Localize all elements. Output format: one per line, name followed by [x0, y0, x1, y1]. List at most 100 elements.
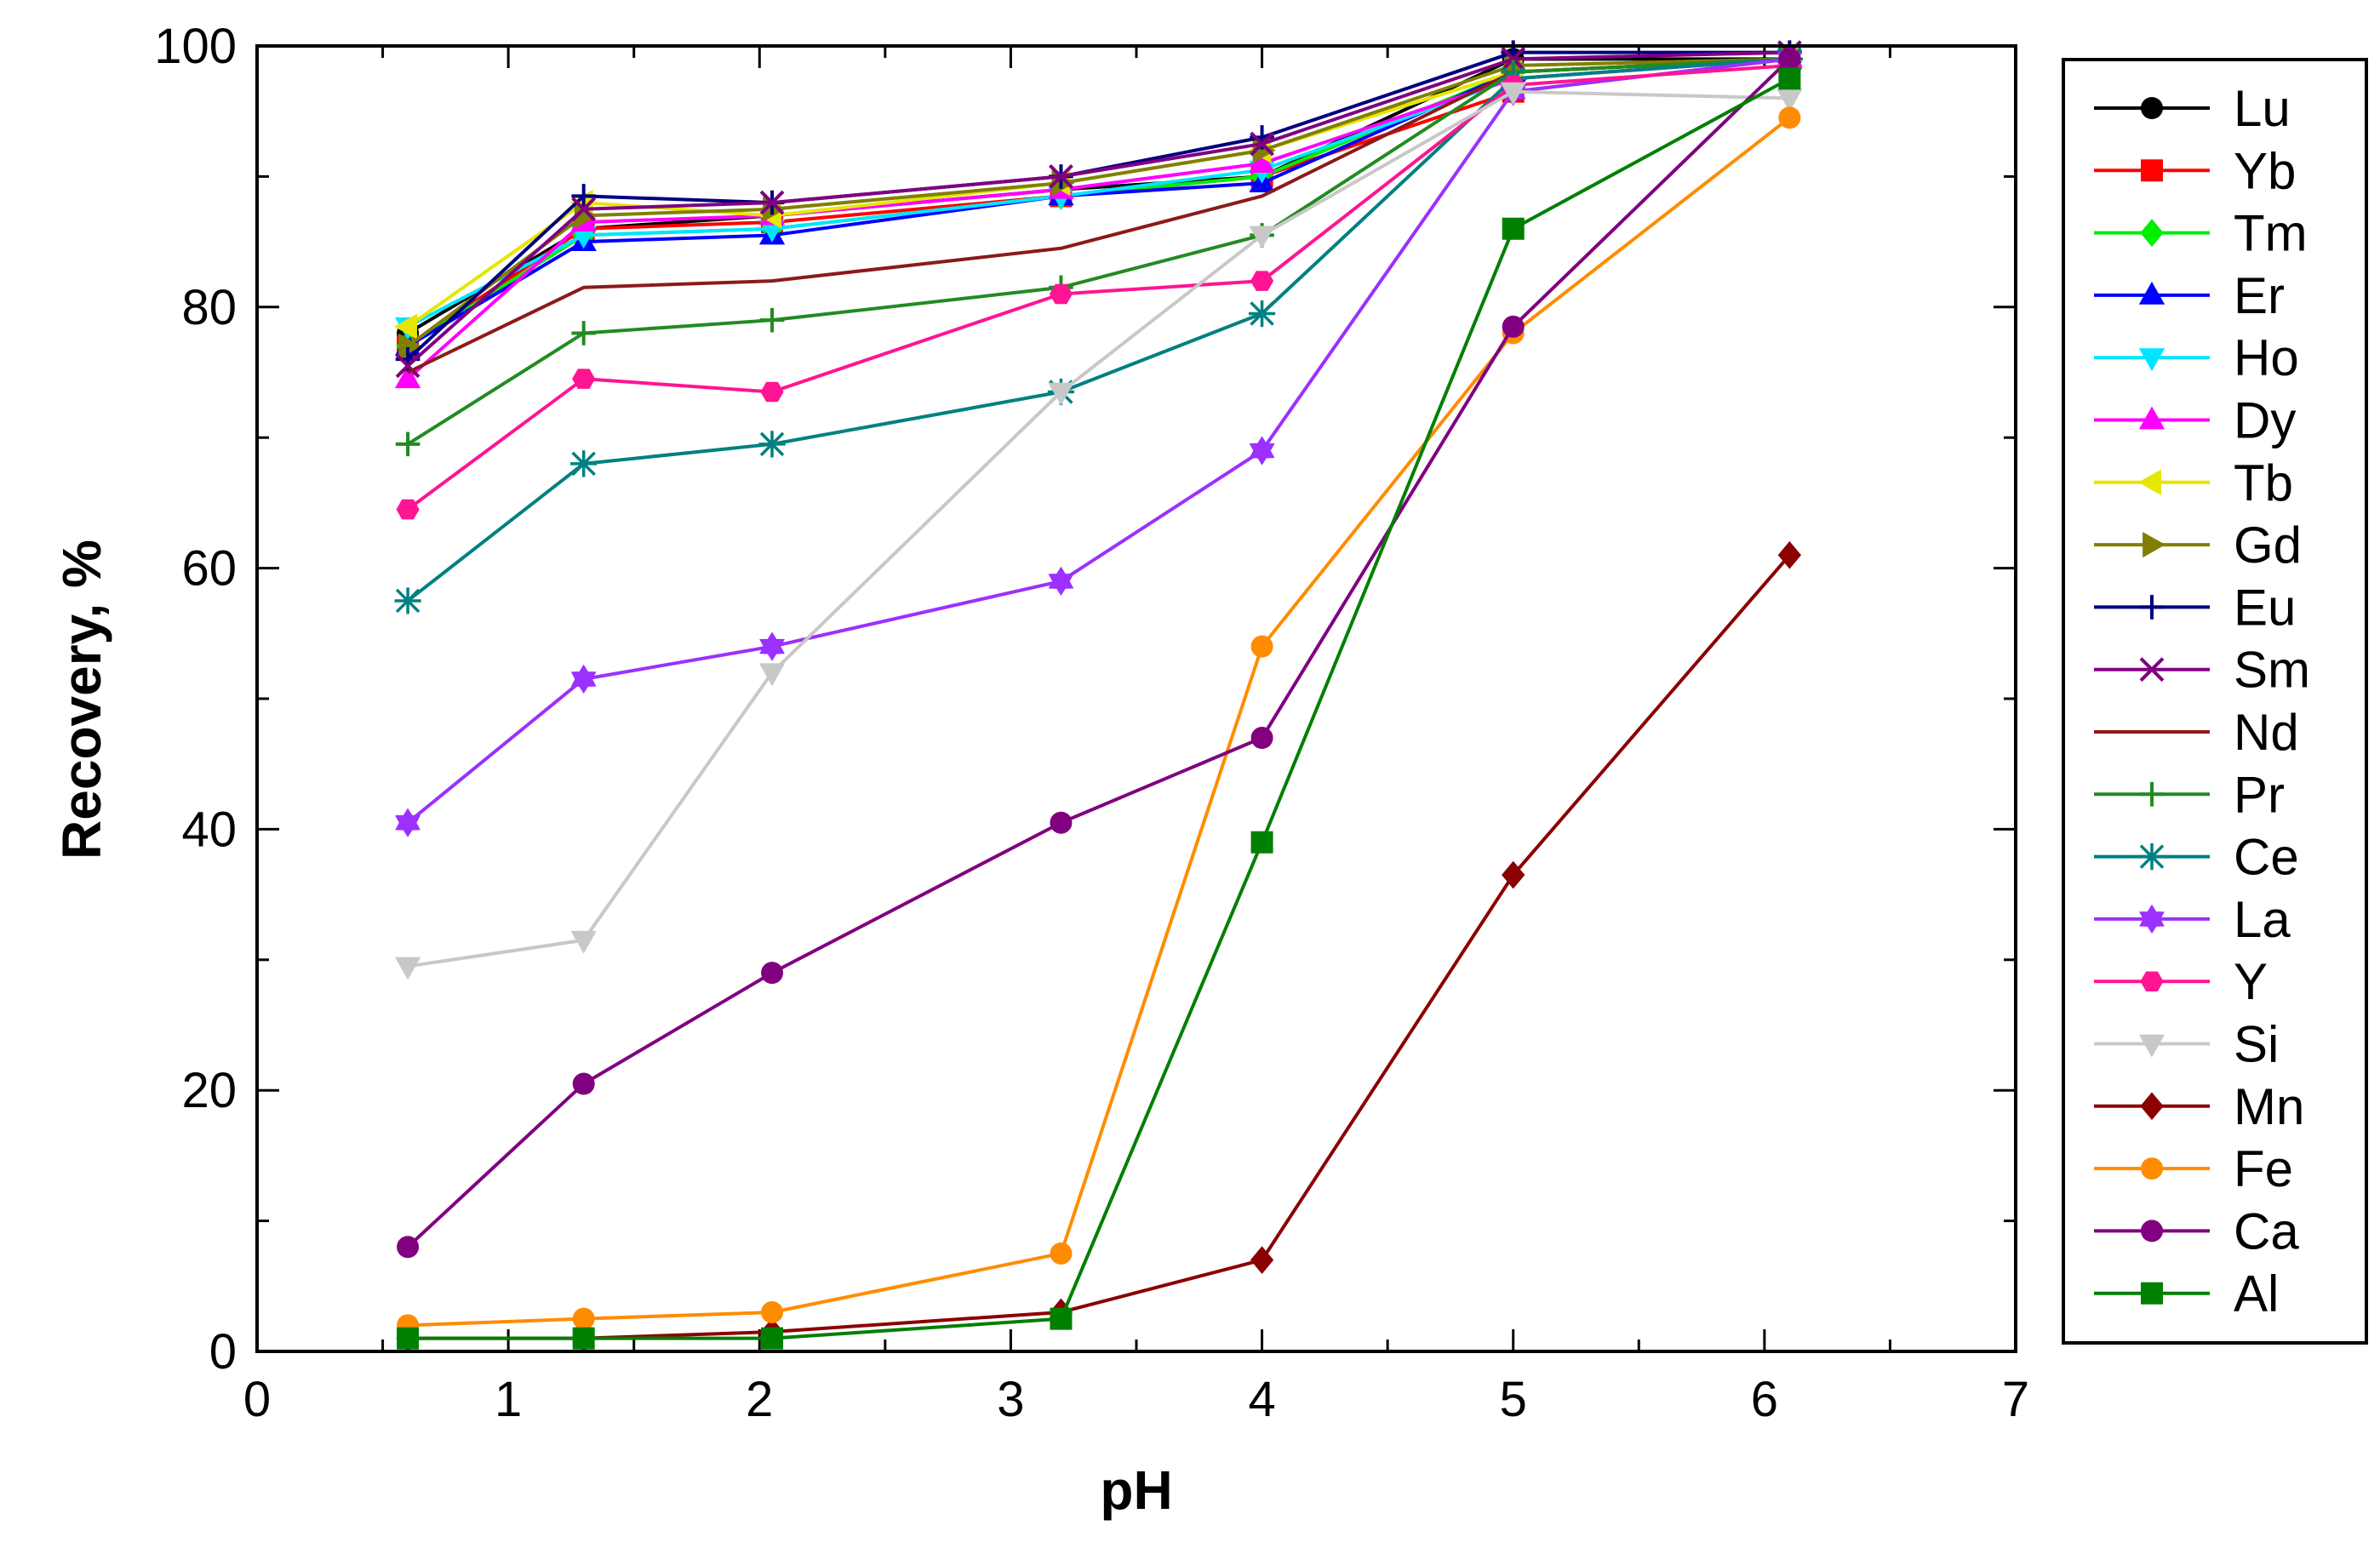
data-point-sm [395, 353, 421, 379]
data-point-si [570, 930, 597, 954]
series-la [395, 44, 1803, 837]
y-tick-label: 60 [181, 541, 237, 597]
legend-item: Mn [2094, 1078, 2304, 1135]
series-al [397, 67, 1801, 1350]
data-point-la [570, 664, 597, 694]
series-ca [397, 48, 1801, 1259]
series-layer [394, 40, 1804, 1353]
x-tick-label: 7 [2002, 1372, 2029, 1427]
series-line-al [408, 77, 1791, 1340]
data-point-ce [570, 450, 598, 477]
legend-label: La [2234, 891, 2291, 948]
legend-item: Pr [2094, 766, 2285, 823]
data-point-sm [571, 197, 597, 222]
series-si [394, 82, 1803, 980]
data-point-ce [1248, 300, 1276, 328]
legend-marker-yb [2141, 159, 2163, 182]
series-line-pr [407, 57, 1790, 446]
data-point-tb [394, 313, 417, 340]
data-point-si [758, 663, 786, 687]
x-tick-label: 5 [1500, 1372, 1527, 1427]
data-point-pr [759, 307, 785, 333]
legend-label: Sm [2234, 642, 2310, 699]
data-point-si [1500, 82, 1526, 106]
plot-frame [255, 44, 2017, 1353]
legend-marker-eu [2139, 595, 2165, 620]
data-point-al [572, 1327, 595, 1350]
data-point-eu [571, 184, 596, 208]
series-line-fe [408, 116, 1791, 1328]
data-point-ce [758, 431, 786, 458]
x-tick-label: 4 [1248, 1372, 1275, 1427]
series-line-er [407, 57, 1790, 348]
legend-marker-lu [2141, 97, 2163, 119]
data-point-la [395, 808, 421, 837]
legend-label: Dy [2234, 392, 2296, 449]
data-point-sm [1049, 163, 1073, 189]
data-point-mn [1777, 540, 1802, 569]
legend-item: Sm [2094, 642, 2310, 699]
y-tick-label: 20 [181, 1063, 237, 1118]
legend-label: Eu [2234, 579, 2296, 636]
legend-item: Ce [2094, 829, 2299, 886]
legend-marker-si [2138, 1034, 2165, 1058]
legend-marker-ce [2138, 843, 2165, 871]
legend-label: Tm [2234, 205, 2308, 262]
legend-marker-tb [2138, 469, 2161, 495]
data-point-ce [394, 587, 421, 614]
series-line-tm [407, 57, 1790, 348]
legend-marker-fe [2141, 1157, 2163, 1180]
data-point-ca [761, 962, 784, 985]
legend-item: Ca [2094, 1202, 2299, 1260]
y-tick-label: 80 [181, 280, 237, 335]
data-point-al [1778, 67, 1801, 90]
legend-label: Tb [2234, 454, 2293, 511]
legend-box [2062, 58, 2368, 1345]
legend-label: Y [2234, 953, 2268, 1010]
data-point-y [760, 381, 784, 403]
series-ce [394, 45, 1803, 614]
legend-label: Er [2234, 267, 2285, 324]
legend-label: Pr [2234, 766, 2285, 823]
data-point-fe [761, 1300, 784, 1323]
data-point-ca [1250, 727, 1273, 750]
legend-item: Yb [2094, 142, 2296, 199]
legend-item: Ho [2094, 329, 2299, 386]
y-tick-label: 100 [154, 19, 237, 74]
legend-marker-al [2141, 1282, 2163, 1305]
data-point-sm [1501, 46, 1526, 71]
data-point-y [396, 499, 420, 520]
data-point-ca [397, 1236, 420, 1259]
legend-item: Al [2094, 1265, 2279, 1322]
series-sm [395, 40, 1802, 379]
x-axis-title: pH [1100, 1459, 1172, 1521]
legend-marker-la [2139, 904, 2165, 934]
legend-marker-gd [2143, 531, 2165, 558]
data-point-al [1050, 1307, 1073, 1330]
legend-label: Lu [2234, 80, 2291, 137]
y-tick-labels: 0 20 40 60 80 100 [154, 19, 237, 1379]
data-point-y [572, 368, 596, 389]
data-point-la [1249, 436, 1275, 466]
x-tick-label: 6 [1751, 1372, 1778, 1427]
data-point-al [761, 1327, 784, 1350]
legend-marker-tm [2140, 219, 2164, 247]
legend-label: Ce [2234, 829, 2299, 886]
series-dy [394, 45, 1803, 389]
x-tick-labels: 0 1 2 3 4 5 6 7 [243, 1372, 2029, 1427]
data-point-sm [759, 190, 785, 215]
legend-label: Mn [2234, 1078, 2304, 1135]
data-point-fe [572, 1307, 595, 1330]
legend-marker-dy [2138, 406, 2165, 430]
data-point-ca [1050, 811, 1073, 834]
data-point-si [1048, 382, 1074, 406]
legend-item: Y [2094, 953, 2268, 1010]
data-point-mn [1250, 1246, 1274, 1275]
data-point-dy [394, 365, 421, 389]
series-line-la [406, 57, 1790, 825]
legend-item: Si [2094, 1016, 2279, 1073]
legend-label: Si [2234, 1016, 2279, 1073]
data-point-ca [1502, 315, 1525, 338]
